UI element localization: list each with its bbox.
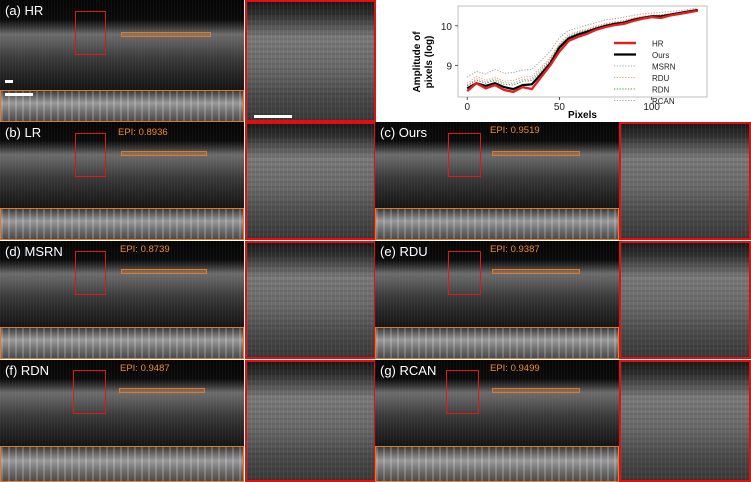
rcan-epi-score: EPI: 0.9499 <box>490 363 540 374</box>
msrn-epi-score: EPI: 0.8739 <box>120 244 170 255</box>
series-line-rdu <box>466 9 698 84</box>
ours-oct-image: (c) Ours EPI: 0.9519 <box>375 122 619 208</box>
rcan-zoom-view <box>619 360 751 482</box>
x-tick-label: 50 <box>554 102 566 113</box>
msrn-oct-image: (d) MSRN EPI: 0.8739 <box>0 241 244 327</box>
chart-plot-area: 0 50 100 9 10 <box>441 5 708 113</box>
hr-profile-roi <box>121 32 211 37</box>
ours-profile-strip <box>375 208 619 240</box>
chart-legend: HR Ours MSRN RDU RDN RCAN <box>614 40 676 106</box>
hr-zoom-scale-bar <box>254 115 292 118</box>
series-line-ours <box>466 8 698 91</box>
hr-scale-bar-small <box>5 80 13 83</box>
rdu-epi-score: EPI: 0.9387 <box>490 244 540 255</box>
rcan-oct-image: (g) RCAN EPI: 0.9499 <box>375 360 619 446</box>
rcan-panel-label: (g) RCAN <box>380 363 437 378</box>
series-line-hr <box>466 9 699 94</box>
legend-label-rdu: RDU <box>652 74 670 83</box>
hr-scale-bar <box>5 93 33 96</box>
msrn-zoom-view <box>245 241 376 359</box>
legend-label-rcan: RCAN <box>652 97 675 106</box>
rdu-profile-roi <box>492 269 580 274</box>
lr-profile-roi <box>121 151 207 156</box>
hr-oct-image: (a) HR <box>0 0 244 90</box>
ours-zoom-roi <box>448 133 481 177</box>
rcan-profile-roi <box>492 388 580 393</box>
ours-epi-score: EPI: 0.9519 <box>490 125 540 136</box>
rdn-profile-roi <box>119 388 205 393</box>
lr-profile-strip <box>0 208 244 240</box>
hr-profile-strip <box>0 90 244 122</box>
chart-frame <box>457 5 708 98</box>
rdu-zoom-roi <box>448 251 481 295</box>
hr-panel-label: (a) HR <box>5 3 44 18</box>
rdn-profile-strip <box>0 446 244 482</box>
chart-xlabel: Pixels <box>568 110 597 121</box>
msrn-profile-roi <box>121 269 207 274</box>
rdn-zoom-view <box>245 360 376 482</box>
rdn-epi-score: EPI: 0.9487 <box>120 363 170 374</box>
lr-panel-label: (b) LR <box>5 125 42 140</box>
rdu-oct-image: (e) RDU EPI: 0.9387 <box>375 241 619 327</box>
x-tick-label: 0 <box>464 102 470 113</box>
x-tick-label: 100 <box>643 102 660 113</box>
amplitude-profile-chart: 0 50 100 9 10 HR Ours MSRN RDU RDN RCAN Amplitude… <box>412 5 708 121</box>
msrn-profile-strip <box>0 327 244 359</box>
chart-ylabel-line1: Amplitude of <box>412 31 423 93</box>
hr-zoom-roi <box>75 11 106 55</box>
lr-zoom-roi <box>75 133 106 177</box>
msrn-panel-label: (d) MSRN <box>5 244 63 259</box>
rcan-profile-strip <box>375 446 619 482</box>
rdu-zoom-view <box>619 241 751 359</box>
legend-label-ours: Ours <box>652 51 669 60</box>
y-tick-label: 9 <box>446 61 452 72</box>
y-tick-label: 10 <box>441 22 453 33</box>
lr-oct-image: (b) LR EPI: 0.8936 <box>0 122 244 208</box>
legend-label-rdn: RDN <box>652 86 670 95</box>
ours-panel-label: (c) Ours <box>380 125 427 140</box>
rdn-panel-label: (f) RDN <box>5 363 50 378</box>
rcan-zoom-roi <box>446 370 479 414</box>
rdu-panel-label: (e) RDU <box>380 244 428 259</box>
chart-ylabel-line2: pixels (log) <box>424 36 435 89</box>
rdn-oct-image: (f) RDN EPI: 0.9487 <box>0 360 244 446</box>
msrn-zoom-roi <box>75 251 106 295</box>
ours-profile-roi <box>492 151 580 156</box>
series-line-msrn <box>466 7 698 78</box>
rdu-profile-strip <box>375 327 619 359</box>
rdn-zoom-roi <box>73 370 106 414</box>
lr-epi-score: EPI: 0.8936 <box>118 127 168 138</box>
hr-zoom-view <box>245 0 376 122</box>
lr-zoom-view <box>245 122 376 240</box>
legend-label-msrn: MSRN <box>652 63 676 72</box>
legend-label-hr: HR <box>652 40 664 49</box>
ours-zoom-view <box>619 122 751 240</box>
